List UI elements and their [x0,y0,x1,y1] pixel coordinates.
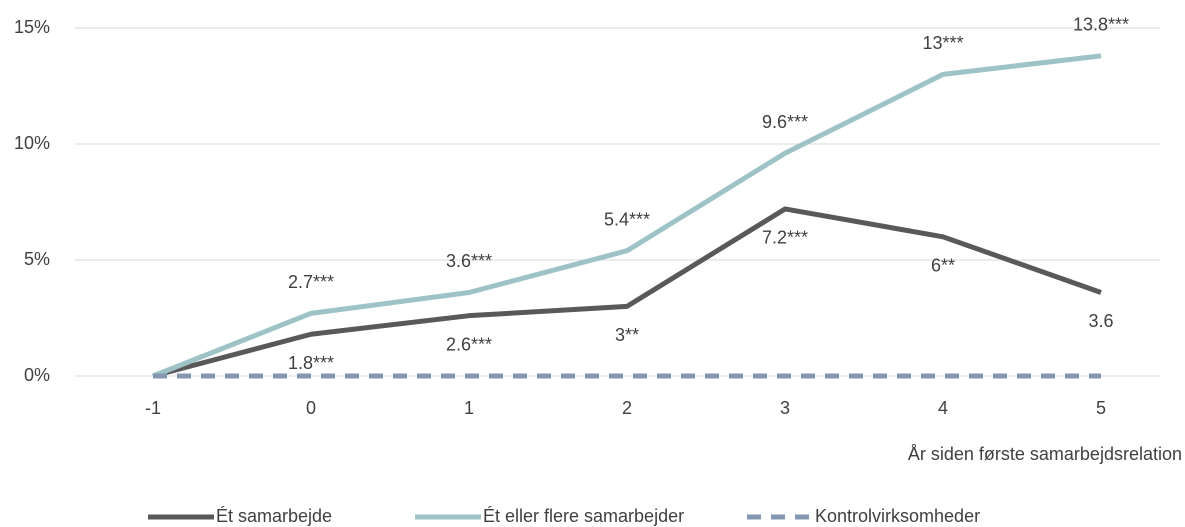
x-tick-label: 2 [622,398,632,418]
y-tick-label: 15% [14,17,50,37]
data-label: 13.8*** [1073,15,1129,35]
y-tick-label: 0% [24,365,50,385]
data-label: 3.6*** [446,251,492,271]
series-line [152,206,1102,379]
series-line [152,53,1102,379]
legend-label: Kontrolvirksomheder [815,506,980,526]
data-label: 2.6*** [446,334,492,354]
x-tick-label: 0 [306,398,316,418]
legend-label: Ét samarbejde [216,506,332,526]
x-tick-label: -1 [145,398,161,418]
data-label: 7.2*** [762,228,808,248]
x-tick-label: 5 [1096,398,1106,418]
data-label: 13*** [922,33,963,53]
data-label: 5.4*** [604,209,650,229]
data-label: 1.8*** [288,353,334,373]
data-label: 3** [615,325,639,345]
x-axis-title: År siden første samarbejdsrelation [908,444,1182,464]
x-tick-label: 1 [464,398,474,418]
x-tick-label: 4 [938,398,948,418]
data-label: 2.7*** [288,272,334,292]
data-label: 6** [931,256,955,276]
data-label: 3.6 [1088,311,1113,331]
data-label: 9.6*** [762,112,808,132]
x-tick-label: 3 [780,398,790,418]
y-tick-label: 5% [24,249,50,269]
y-tick-label: 10% [14,133,50,153]
legend-label: Ét eller flere samarbejder [483,506,684,526]
